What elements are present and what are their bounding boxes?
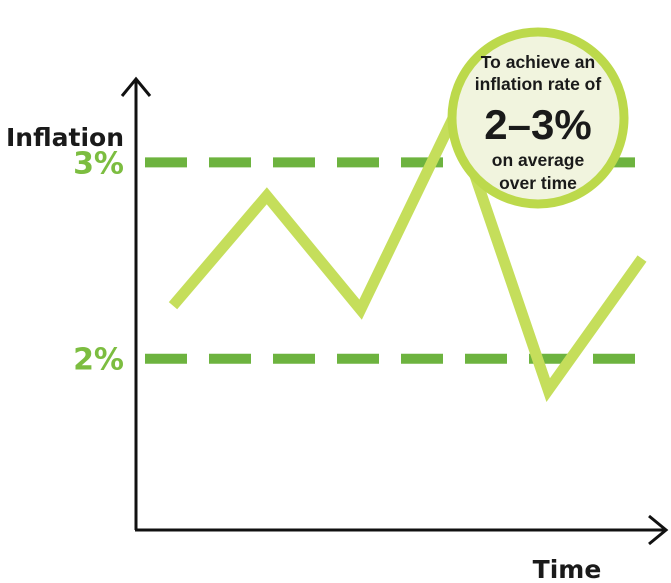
callout-highlight: 2–3% bbox=[484, 101, 591, 148]
callout-line-3: on average bbox=[492, 150, 585, 170]
callout-circle bbox=[447, 27, 629, 209]
callout-line-4: over time bbox=[499, 173, 577, 193]
target-callout: To achieve an inflation rate of 2–3% on … bbox=[447, 27, 629, 209]
x-axis-title: Time bbox=[533, 555, 602, 583]
reference-label-2-percent: 2% bbox=[73, 343, 124, 378]
y-axis-title: Inflation bbox=[6, 123, 124, 152]
axes bbox=[120, 76, 669, 546]
reference-label-3-percent: 3% bbox=[73, 146, 124, 181]
callout-line-1: To achieve an bbox=[481, 52, 595, 72]
series-line bbox=[168, 100, 647, 403]
callout-line-2: inflation rate of bbox=[475, 74, 602, 94]
x-axis-arrowhead bbox=[648, 514, 669, 546]
y-axis-arrowhead bbox=[120, 76, 152, 97]
